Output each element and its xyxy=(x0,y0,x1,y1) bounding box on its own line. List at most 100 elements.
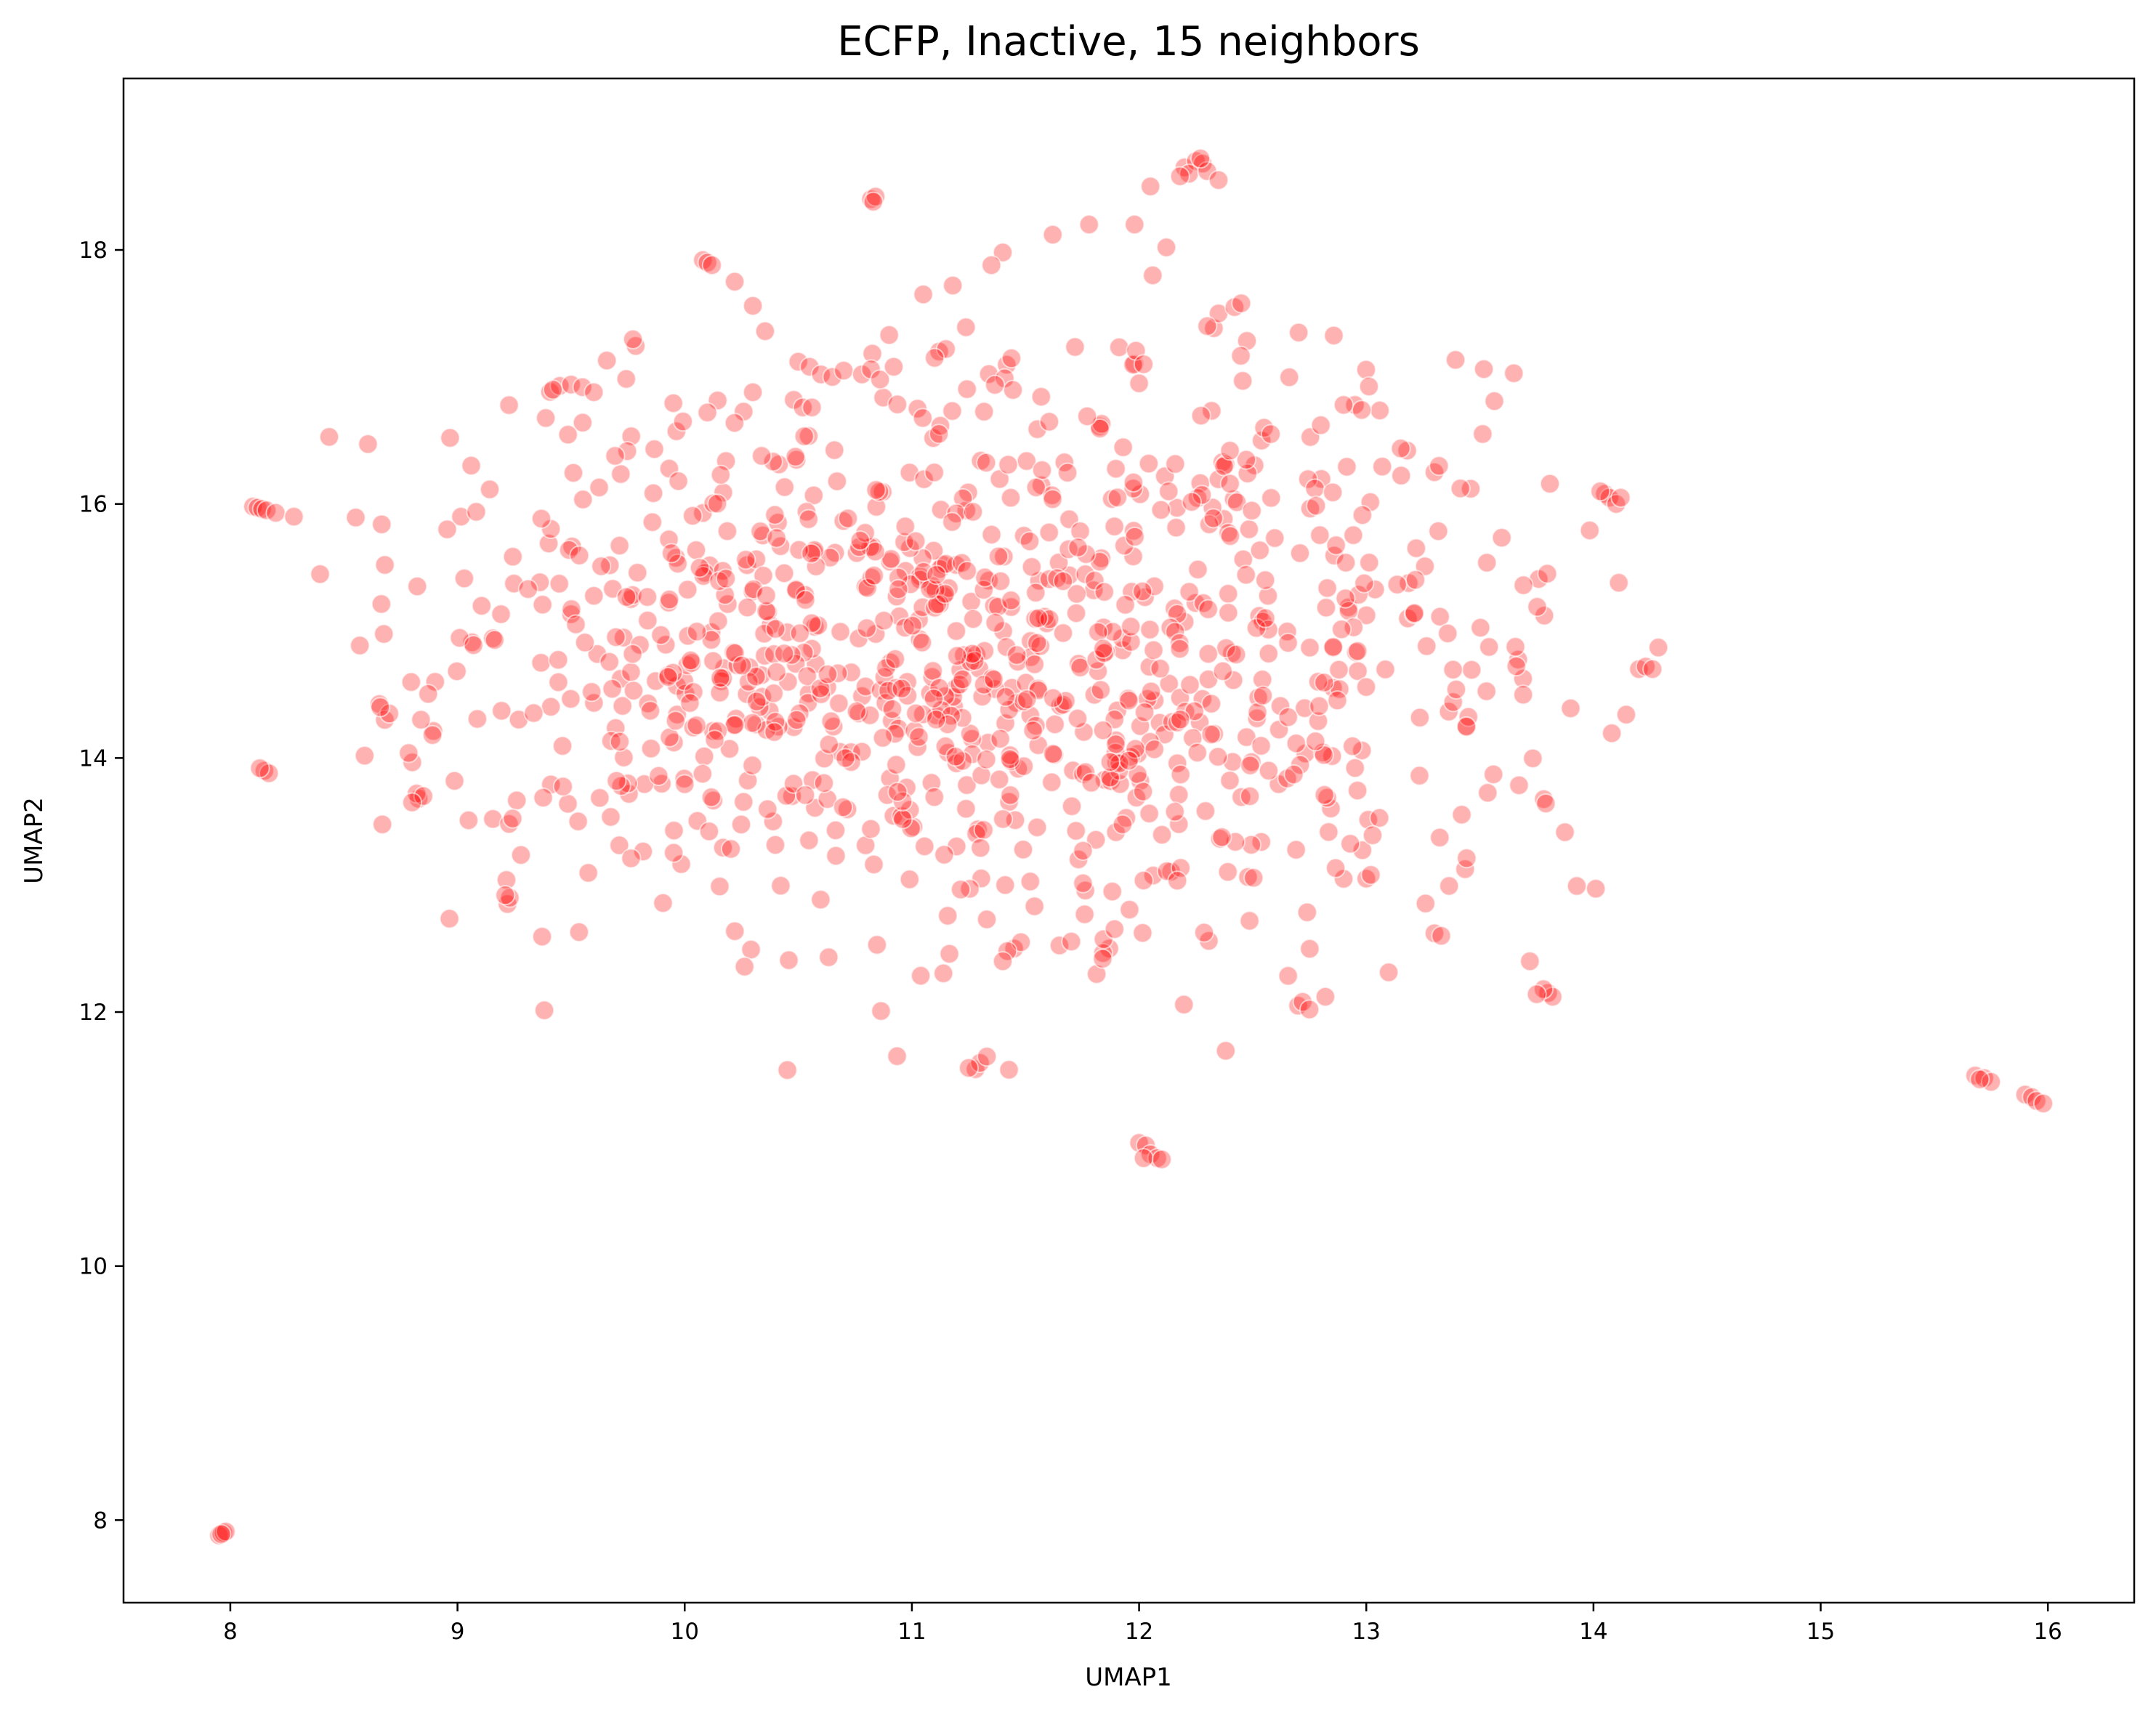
x-tick-label: 13 xyxy=(1352,1619,1380,1645)
scatter-point xyxy=(440,427,461,448)
scatter-point xyxy=(977,1046,998,1067)
scatter-point xyxy=(738,770,759,791)
scatter-point xyxy=(648,766,669,787)
scatter-point xyxy=(863,854,884,875)
scatter-point xyxy=(1347,641,1368,662)
scatter-point xyxy=(926,709,947,730)
scatter-point xyxy=(1078,214,1099,235)
scatter-point xyxy=(1470,618,1491,639)
scatter-point xyxy=(1445,679,1466,700)
scatter-point xyxy=(724,920,746,942)
scatter-point xyxy=(542,379,563,400)
scatter-point xyxy=(605,445,626,466)
scatter-point xyxy=(1181,491,1202,512)
scatter-point xyxy=(997,941,1018,962)
scatter-point xyxy=(1132,923,1153,944)
scatter-point xyxy=(616,586,637,607)
scatter-point xyxy=(658,666,679,687)
scatter-point xyxy=(1484,391,1505,412)
scatter-point xyxy=(1219,473,1240,494)
scatter-point xyxy=(1539,473,1560,494)
scatter-point xyxy=(1474,359,1495,380)
scatter-point xyxy=(1230,345,1251,366)
scatter-point xyxy=(1067,708,1088,729)
scatter-point xyxy=(756,601,777,622)
scatter-point xyxy=(530,652,552,673)
scatter-point xyxy=(1094,581,1115,602)
scatter-point xyxy=(623,680,644,701)
scatter-point xyxy=(929,677,950,698)
scatter-point xyxy=(818,947,839,968)
scatter-point xyxy=(763,683,784,704)
scatter-point xyxy=(679,692,701,713)
scatter-point xyxy=(923,688,944,709)
scatter-point xyxy=(930,415,951,436)
scatter-point xyxy=(1277,632,1299,653)
scatter-point xyxy=(1450,478,1471,499)
scatter-point xyxy=(796,665,817,687)
scatter-point xyxy=(572,376,593,397)
scatter-point xyxy=(1336,552,1357,573)
scatter-point xyxy=(1092,948,1113,969)
scatter-point xyxy=(310,564,331,585)
scatter-point xyxy=(1348,584,1369,605)
scatter-point xyxy=(557,424,578,445)
scatter-point xyxy=(798,509,819,530)
scatter-point xyxy=(786,709,807,730)
scatter-point xyxy=(1235,564,1256,586)
scatter-point xyxy=(1503,363,1525,384)
scatter-point xyxy=(548,672,569,693)
scatter-point xyxy=(1455,716,1477,737)
scatter-point xyxy=(970,838,991,859)
scatter-point xyxy=(1338,600,1359,621)
scatter-point xyxy=(990,729,1011,750)
scatter-point xyxy=(1285,839,1307,860)
scatter-point xyxy=(900,574,921,595)
scatter-point xyxy=(1123,520,1144,541)
scatter-point xyxy=(498,814,520,835)
scatter-point xyxy=(837,508,858,529)
scatter-point xyxy=(1305,731,1326,752)
scatter-point xyxy=(1483,764,1504,785)
scatter-point xyxy=(1299,637,1320,658)
scatter-point xyxy=(963,501,984,522)
scatter-point xyxy=(358,434,379,455)
scatter-point xyxy=(789,623,810,644)
scatter-point xyxy=(1240,755,1261,776)
scatter-point xyxy=(1429,606,1450,627)
scatter-point xyxy=(622,644,643,665)
scatter-point xyxy=(1258,643,1279,664)
scatter-point xyxy=(1223,489,1244,510)
scatter-point xyxy=(1070,521,1091,542)
scatter-point xyxy=(870,369,891,390)
scatter-point xyxy=(1043,743,1064,764)
scatter-point xyxy=(1201,693,1222,714)
scatter-point xyxy=(621,662,642,683)
scatter-point xyxy=(902,615,923,636)
scatter-point xyxy=(999,748,1020,769)
scatter-point xyxy=(983,669,1004,690)
scatter-point xyxy=(1061,796,1082,817)
scatter-point xyxy=(887,781,908,802)
scatter-point xyxy=(823,716,844,737)
scatter-point xyxy=(1167,712,1188,733)
scatter-point xyxy=(886,754,907,775)
scatter-point xyxy=(1140,176,1161,197)
scatter-point xyxy=(754,623,775,644)
scatter-point xyxy=(1299,999,1320,1020)
scatter-point xyxy=(934,583,956,604)
scatter-point xyxy=(1279,367,1300,388)
scatter-point xyxy=(1404,602,1425,623)
scatter-point xyxy=(756,585,777,606)
scatter-point xyxy=(1327,690,1348,711)
scatter-point xyxy=(623,329,644,350)
x-tick-label: 14 xyxy=(1579,1619,1607,1645)
scatter-point xyxy=(1215,1040,1236,1061)
scatter-point xyxy=(1554,822,1575,843)
scatter-point xyxy=(1220,525,1241,546)
scatter-point xyxy=(1378,962,1400,983)
y-tick-label: 18 xyxy=(79,238,108,264)
scatter-point xyxy=(319,426,340,448)
scatter-point xyxy=(1099,767,1121,788)
scatter-point xyxy=(1165,453,1186,474)
